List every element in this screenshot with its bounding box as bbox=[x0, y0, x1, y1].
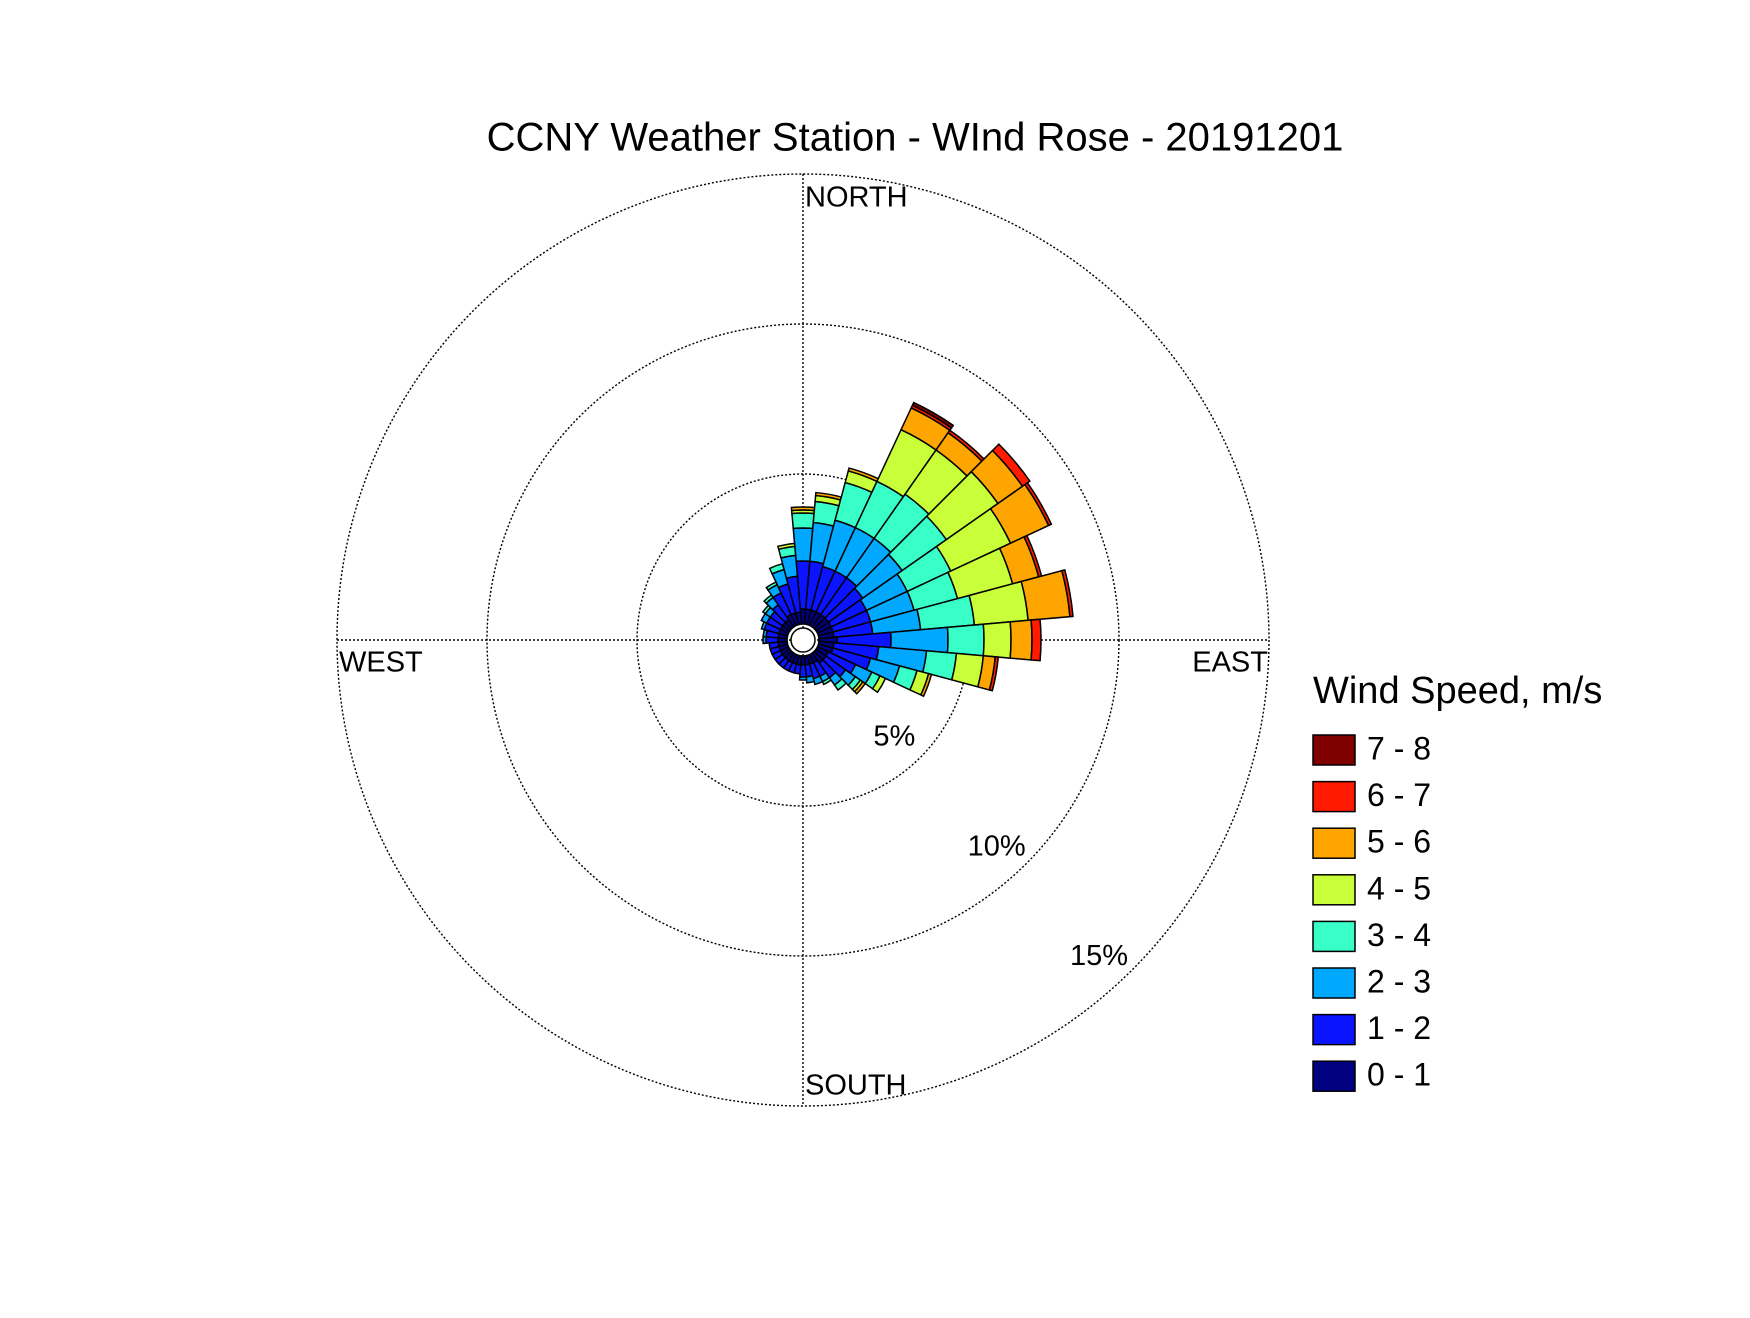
legend-label: 0 - 1 bbox=[1367, 1057, 1431, 1093]
wind-segment bbox=[800, 677, 807, 680]
chart-title: CCNY Weather Station - WInd Rose - 20191… bbox=[487, 116, 1344, 160]
legend-swatch bbox=[1313, 735, 1355, 765]
wind-segment bbox=[947, 624, 984, 656]
legend-swatch bbox=[1313, 1015, 1355, 1045]
legend-label: 7 - 8 bbox=[1367, 730, 1431, 766]
legend-swatch bbox=[1313, 968, 1355, 998]
legend-label: 4 - 5 bbox=[1367, 870, 1431, 906]
legend-swatch bbox=[1313, 921, 1355, 951]
legend-label: 6 - 7 bbox=[1367, 777, 1431, 813]
center-hole bbox=[791, 628, 815, 652]
direction-label: WEST bbox=[339, 647, 423, 679]
legend-label: 2 - 3 bbox=[1367, 963, 1431, 999]
wind-segment bbox=[983, 622, 1011, 658]
wind-segment bbox=[1031, 619, 1041, 660]
legend-label: 1 - 2 bbox=[1367, 1010, 1431, 1046]
legend-swatch bbox=[1313, 828, 1355, 858]
wind-segment bbox=[763, 637, 766, 644]
wind-segment bbox=[1010, 620, 1032, 660]
r-tick-label: 5% bbox=[873, 721, 915, 753]
legend-swatch bbox=[1313, 1061, 1355, 1091]
direction-label: EAST bbox=[1192, 647, 1268, 679]
legend-swatch bbox=[1313, 782, 1355, 812]
wind-segment bbox=[806, 676, 814, 683]
legend-label: 3 - 4 bbox=[1367, 917, 1431, 953]
r-tick-label: 15% bbox=[1070, 940, 1128, 972]
legend-title: Wind Speed, m/s bbox=[1313, 670, 1602, 712]
legend-swatch bbox=[1313, 875, 1355, 905]
direction-label: SOUTH bbox=[805, 1070, 907, 1102]
r-tick-label: 10% bbox=[968, 830, 1026, 862]
direction-label: NORTH bbox=[805, 182, 908, 214]
legend-label: 5 - 6 bbox=[1367, 824, 1431, 860]
wind-segment bbox=[813, 676, 822, 684]
wind-segment bbox=[792, 513, 814, 528]
wind-segment bbox=[791, 507, 814, 510]
